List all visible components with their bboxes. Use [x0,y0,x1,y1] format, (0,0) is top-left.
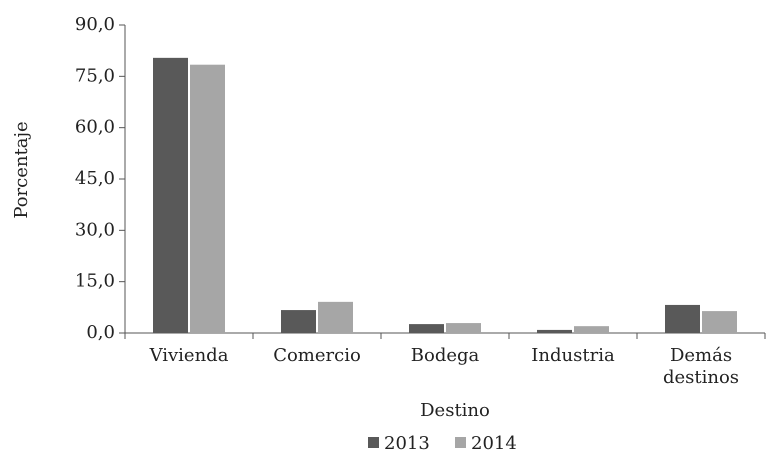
bar [190,64,225,333]
y-tick-label: 90,0 [75,14,115,35]
y-tick-label: 30,0 [75,219,115,240]
legend-swatch [368,437,379,448]
bar [409,324,444,333]
bar [446,323,481,333]
x-tick-label: Vivienda [149,345,229,366]
x-tick-label: Demás destinos [662,345,740,388]
y-tick-label: 60,0 [75,117,115,138]
y-tick-label: 0,0 [86,322,115,343]
legend-label: 2013 [384,433,430,454]
bar [702,311,737,333]
y-axis-label: Porcentaje [11,121,32,218]
legend-swatch [455,437,466,448]
x-tick-label: Comercio [273,345,361,366]
bar [153,57,188,333]
bar [574,326,609,333]
legend-label: 2014 [471,433,517,454]
x-axis-label: Destino [420,400,490,421]
x-tick-label: Industria [531,345,615,366]
bar [318,301,353,333]
y-tick-label: 45,0 [75,168,115,189]
y-tick-label: 15,0 [75,271,115,292]
bar [665,304,700,333]
x-tick-label: Bodega [410,345,480,366]
bar [537,329,572,333]
bar [281,310,316,333]
y-tick-label: 75,0 [75,65,115,86]
